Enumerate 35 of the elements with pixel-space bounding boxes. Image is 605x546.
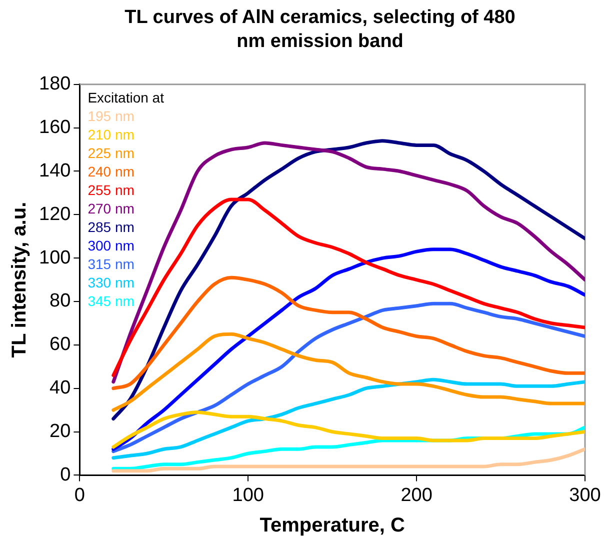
text: 195 nm — [88, 108, 134, 124]
text: 255 nm — [88, 182, 134, 198]
text: 315 nm — [88, 256, 134, 272]
chart-title: TL curves of AlN ceramics, selecting of 480 nm emission band — [124, 6, 516, 54]
text: 300 nm — [88, 237, 134, 254]
text: 345 nm — [88, 292, 134, 309]
y-tick-label: 160 — [39, 117, 71, 138]
legend-title: Excitation at — [88, 89, 164, 106]
line-series — [112, 410, 585, 449]
line-series — [112, 198, 585, 378]
y-tick-label: 180 — [39, 74, 71, 95]
text: 240 nm — [88, 163, 134, 180]
y-tick-label: 20 — [50, 421, 71, 442]
line-series — [112, 378, 585, 460]
text: 270 nm — [88, 200, 134, 216]
y-tick-label: 80 — [50, 290, 71, 312]
x-tick-label: 100 — [232, 484, 264, 506]
text: 225 nm — [88, 144, 134, 161]
line-series — [112, 447, 585, 473]
y-axis-title: TL intensity, a.u. — [8, 202, 31, 358]
x-tick-label: 0 — [74, 484, 85, 506]
x-tick-label: 200 — [400, 484, 432, 506]
y-tick-label: 60 — [50, 334, 71, 356]
y-tick-label: 120 — [39, 204, 71, 225]
text: 210 nm — [88, 126, 134, 142]
x-tick-label: 300 — [569, 484, 601, 506]
text: 330 nm — [88, 274, 134, 290]
text: 285 nm — [88, 218, 134, 235]
line-series — [112, 276, 585, 390]
y-tick-label: 100 — [39, 247, 71, 268]
y-tick-label: 140 — [39, 160, 71, 182]
x-axis-title: Temperature, C — [260, 514, 405, 537]
y-tick-label: 0 — [60, 464, 71, 486]
y-tick-label: 40 — [50, 378, 71, 399]
line-series — [112, 332, 585, 412]
